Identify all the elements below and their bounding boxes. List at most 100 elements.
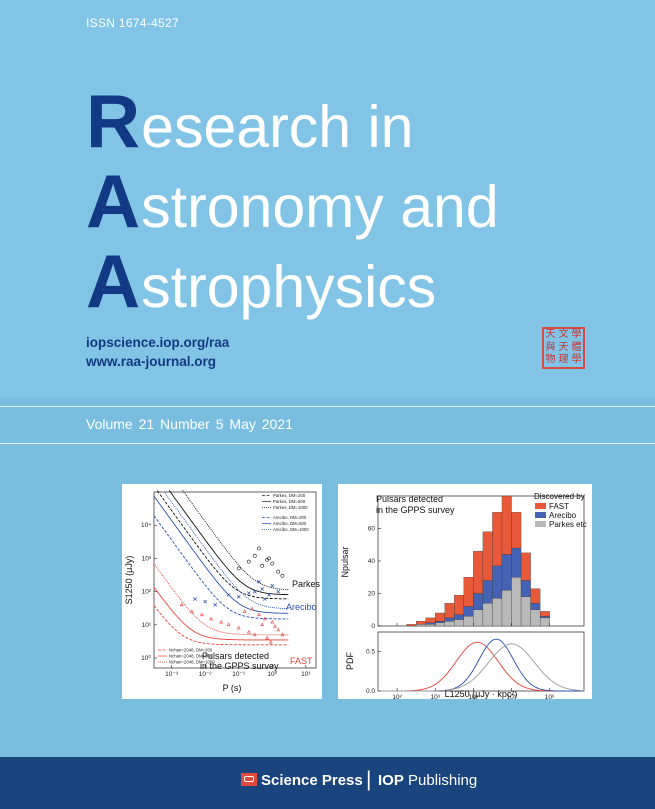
histogram-bar <box>539 617 550 627</box>
data-point-fast <box>179 602 184 607</box>
seal-char: 天 <box>545 329 556 340</box>
histogram-bar <box>501 495 512 555</box>
fast-curve-dm1000 <box>153 563 289 636</box>
data-point-fast <box>276 627 281 632</box>
histogram-bar <box>444 603 455 619</box>
x-tick-label: 10⁻² <box>199 671 213 678</box>
histogram-bar <box>520 552 531 581</box>
legend-entry: Parkes, DM=500 <box>273 499 306 504</box>
data-point-fast <box>226 622 231 627</box>
histogram-bar <box>473 609 484 627</box>
histogram-bar <box>482 580 493 604</box>
data-point-arecibo <box>226 592 231 597</box>
seal-char: 天 <box>558 341 569 353</box>
iopscience-link[interactable]: iopscience.iop.org/raa <box>86 335 230 350</box>
data-point-fast <box>246 629 251 634</box>
y-tick-label: 10³ <box>142 555 152 562</box>
histogram-bar <box>425 624 436 627</box>
y-axis-label-bottom: PDF <box>345 651 355 670</box>
journal-links: iopscience.iop.org/raa www.raa-journal.o… <box>86 333 229 371</box>
histogram-bar <box>454 614 464 620</box>
annotation-parkes: Parkes <box>292 579 321 589</box>
science-press-label: Science Press <box>261 772 363 789</box>
histogram-bar <box>435 620 445 623</box>
data-point-arecibo <box>213 602 218 607</box>
data-point-parkes <box>276 569 281 574</box>
data-point-arecibo <box>246 591 251 595</box>
publisher-separator: | <box>366 768 372 791</box>
data-point-parkes <box>246 559 251 564</box>
legend-entry: Arecibo, DM=1000 <box>273 527 309 532</box>
histogram-bar <box>444 620 455 627</box>
x-tick-label: 10⁴ <box>468 694 478 699</box>
annotation-arecibo: Arecibo <box>286 602 317 612</box>
chart-caption-line2: in the GPPS survey <box>200 661 279 671</box>
flux-period-chart: 10⁻³ 10⁻² 10⁻¹ 10⁰ 10¹ 10⁰ 10¹ 10² 10³ 10⁴ Parkes… <box>122 484 322 699</box>
data-point-fast <box>280 632 285 637</box>
data-point-arecibo <box>257 579 261 584</box>
parkes-curve-dm200 <box>157 490 289 600</box>
seal-char: 學 <box>571 329 582 340</box>
legend-entry: Nchan=2048, DM=200 <box>169 648 213 653</box>
histogram-bar <box>492 512 503 567</box>
y-tick-label: 10⁰ <box>141 654 151 662</box>
hist-caption-line1: Pulsars detected <box>376 494 443 504</box>
histogram-bar <box>511 577 522 627</box>
x-tick-label: 10⁰ <box>267 670 277 678</box>
seal-char: 物 <box>545 354 556 366</box>
y-tick-label: 0.0 <box>366 688 375 695</box>
data-point-parkes <box>257 546 261 551</box>
histogram-bar <box>520 580 531 597</box>
histogram-bar <box>530 603 541 610</box>
x-tick-label: 10⁵ <box>507 694 517 699</box>
data-point-fast <box>209 616 213 621</box>
cover-top-panel <box>0 0 655 398</box>
histogram-bar <box>501 554 512 591</box>
flux-period-svg: 10⁻³ 10⁻² 10⁻¹ 10⁰ 10¹ 10⁰ 10¹ 10² 10³ 10⁴ Parkes… <box>124 490 321 693</box>
arecibo-curve-dm1000 <box>163 491 289 610</box>
legend-entry: Arecibo, DM=500 <box>273 521 307 526</box>
hist-caption-line2: in the GPPS survey <box>376 505 455 515</box>
x-tick-label: 10⁻³ <box>165 671 179 678</box>
histogram-bar <box>482 603 493 627</box>
legend-entry: Arecibo <box>549 511 577 520</box>
data-point-parkes <box>252 553 257 558</box>
legend-title: Discovered by <box>534 492 585 501</box>
x-axis-label: L1250 (μJy · kpc²) <box>445 689 518 699</box>
title-rest-3: strophysics <box>141 254 437 320</box>
divider-bottom <box>0 443 655 445</box>
histogram-bar <box>425 622 436 625</box>
histogram-bar <box>511 547 522 578</box>
data-point-arecibo <box>252 589 257 594</box>
pdf-frame <box>377 631 585 692</box>
hist-legend: Discovered by FAST Arecibo Parkes etc <box>534 492 587 529</box>
data-point-fast <box>270 619 275 624</box>
iop-bold: IOP <box>378 772 404 789</box>
parkes-curve-dm500 <box>168 490 289 596</box>
raa-journal-link[interactable]: www.raa-journal.org <box>86 354 217 369</box>
x-tick-label: 10³ <box>431 694 441 699</box>
data-point-arecibo <box>267 592 271 597</box>
histogram-bar <box>454 619 464 627</box>
fast-curve-dm500 <box>153 587 289 641</box>
y-axis-label-top: Npulsar <box>340 546 350 577</box>
histogram-bar <box>482 531 493 581</box>
data-point-parkes <box>265 558 270 562</box>
title-initial-a1: A <box>86 159 141 243</box>
divider-top <box>0 406 655 408</box>
title-initial-a2: A <box>86 239 141 323</box>
legend-entry: FAST <box>549 502 569 511</box>
histogram-bar <box>435 612 445 622</box>
y-tick-label: 0.5 <box>366 649 375 656</box>
histogram-bar <box>511 512 522 549</box>
histogram-bar <box>463 616 474 627</box>
x-tick-label: 10¹ <box>301 671 311 678</box>
data-point-arecibo <box>270 583 275 588</box>
data-point-fast <box>189 609 194 613</box>
histogram-bar <box>473 551 484 594</box>
seal-char: 與 <box>545 341 556 353</box>
legend-entry: Nchan=2048, DM=1000 <box>169 660 215 665</box>
data-point-fast <box>199 612 204 617</box>
data-point-parkes <box>270 561 275 566</box>
